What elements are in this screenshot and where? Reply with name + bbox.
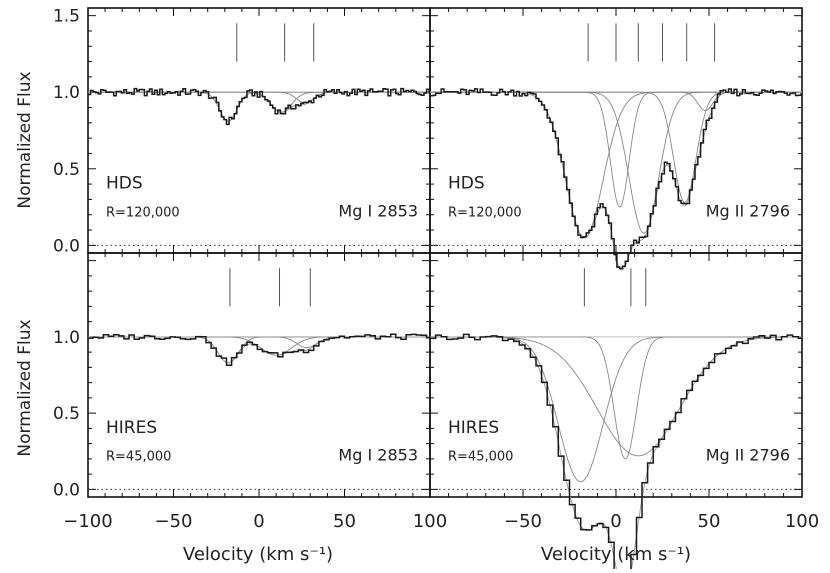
- ylabel-top: Normalized Flux: [15, 71, 35, 208]
- resolution-label: R=120,000: [106, 205, 180, 220]
- y-tick-label: 1.0: [53, 83, 80, 103]
- panels-layer: 0.0 0.5 1.0 1.5 HDS R=120,000 Mg I 2853 HDS R=12…: [53, 7, 819, 573]
- x-tick-label: 0: [610, 511, 621, 532]
- y-tick-label: 0.5: [53, 404, 80, 424]
- x-tick-label: −50: [155, 511, 193, 532]
- observed-spectrum: [88, 333, 430, 366]
- component-profile: [430, 91, 802, 203]
- resolution-label: R=120,000: [448, 205, 522, 220]
- resolution-label: R=45,000: [106, 449, 171, 464]
- instrument-label: HIRES: [448, 418, 499, 438]
- ylabel-bottom: Normalized Flux: [15, 319, 35, 456]
- component-profile: [430, 91, 802, 112]
- x-tick-label: −50: [504, 511, 542, 532]
- component-profile: [88, 91, 430, 113]
- line-label: Mg I 2853: [338, 201, 418, 220]
- component-profile: [430, 336, 802, 457]
- panel-4: −50 0 50 100 HIRES R=45,000 Mg II 2796: [429, 252, 819, 573]
- y-tick-label: 0.5: [53, 160, 80, 180]
- instrument-label: HIRES: [106, 418, 157, 438]
- y-tick-label: 0.0: [53, 236, 80, 256]
- observed-spectrum: [430, 88, 802, 270]
- component-profile: [430, 91, 802, 208]
- component-profile: [430, 336, 802, 460]
- x-tick-label: 50: [333, 511, 356, 532]
- model-profile: [430, 91, 802, 271]
- resolution-label: R=45,000: [448, 449, 513, 464]
- observed-spectrum: [430, 333, 802, 573]
- panel-1: 0.0 0.5 1.0 1.5 HDS R=120,000 Mg I 2853: [53, 7, 431, 256]
- xlabel-left: Velocity (km s⁻¹): [183, 544, 333, 565]
- x-tick-label: −100: [63, 511, 112, 532]
- x-tick-label: 100: [413, 511, 447, 532]
- y-tick-label: 0.0: [53, 480, 80, 500]
- x-tick-label: 50: [698, 511, 721, 532]
- instrument-label: HDS: [106, 174, 143, 194]
- xlabel-right: Velocity (km s⁻¹): [541, 544, 691, 565]
- line-label: Mg II 2796: [706, 201, 790, 220]
- y-tick-label: 1.0: [53, 328, 80, 348]
- y-tick-label: 1.5: [53, 7, 80, 27]
- x-tick-label: 0: [253, 511, 264, 532]
- line-label: Mg I 2853: [338, 445, 418, 464]
- panel-3: 0.0 0.5 1.0 −100 −50 0 50 100 HIRES R=45,000 Mg I …: [53, 252, 447, 532]
- x-tick-label: 100: [785, 511, 819, 532]
- panel-2: HDS R=120,000 Mg II 2796: [429, 7, 803, 271]
- observed-spectrum: [88, 87, 430, 126]
- instrument-label: HDS: [448, 174, 485, 194]
- line-label: Mg II 2796: [706, 445, 790, 464]
